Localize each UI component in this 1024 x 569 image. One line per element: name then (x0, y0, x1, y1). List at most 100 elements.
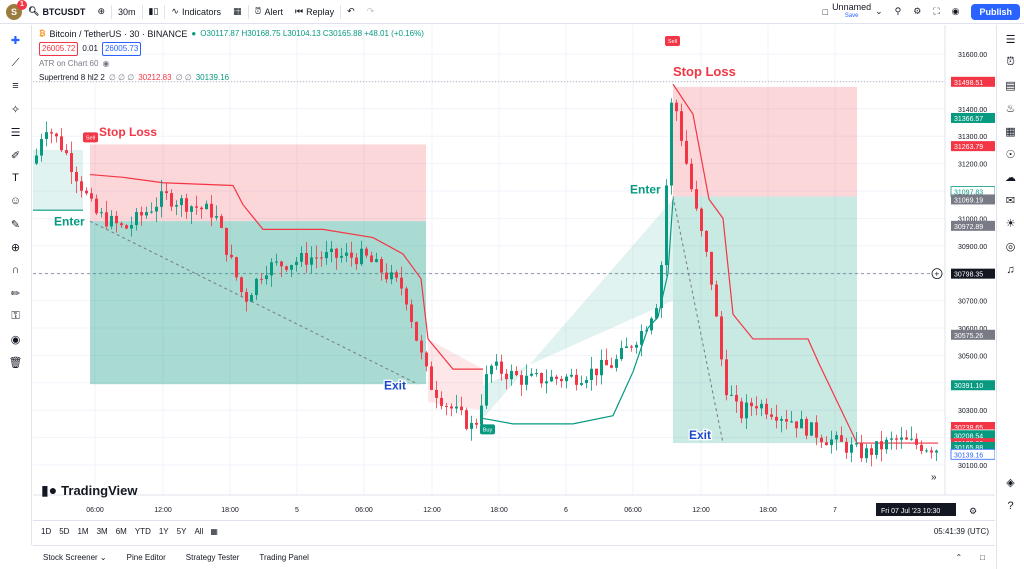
candle-body (385, 272, 388, 280)
candle-body (830, 439, 833, 446)
buy-price-box[interactable]: 26005.73 (101, 42, 142, 56)
range-button-1d[interactable]: 1D (41, 527, 52, 536)
crosshair-icon[interactable]: ✚ (10, 34, 21, 47)
chevron-up-icon[interactable]: ⌃ (955, 553, 963, 562)
snapshot-button[interactable]: ◉ (946, 0, 966, 24)
candle (450, 403, 453, 417)
candle (135, 208, 138, 231)
candle-body (440, 397, 443, 406)
layers-icon[interactable]: ◈ (1006, 477, 1015, 489)
candle-body (320, 257, 323, 259)
candle-body (860, 443, 863, 459)
candle (350, 241, 353, 267)
range-button-5y[interactable]: 5Y (176, 527, 187, 536)
range-button-ytd[interactable]: YTD (134, 527, 151, 536)
sell-price-box[interactable]: 26005.72 (39, 42, 79, 56)
alarm-clock-icon[interactable]: ⏰︎ (1006, 56, 1015, 68)
candle-body (345, 252, 348, 256)
lightbulb-icon[interactable]: ☀ (1005, 218, 1016, 230)
horizontal-lines-icon[interactable]: ≡ (12, 80, 19, 92)
range-button-1m[interactable]: 1M (77, 527, 89, 536)
tradingview-logo[interactable]: ▮● TradingView (41, 482, 138, 498)
pitchfork-icon[interactable]: ✧ (10, 103, 21, 116)
settings-button[interactable]: ⚙ (907, 0, 927, 24)
range-button-3m[interactable]: 3M (96, 527, 108, 536)
replay-button[interactable]: ⏮︎ Replay (295, 6, 335, 17)
supertrend-label[interactable]: Supertrend 8 hl2 2 (39, 73, 105, 82)
templates-button[interactable]: ▦ (227, 0, 248, 24)
emoji-icon[interactable]: ☺ (9, 195, 22, 207)
data-window-icon[interactable]: ▤ (1005, 80, 1016, 92)
trash-icon[interactable]: 🗑︎ (8, 356, 23, 369)
bell-icon[interactable]: ♫ (1006, 263, 1015, 276)
eye-icon[interactable]: ◉ (102, 59, 110, 68)
atr-label[interactable]: ATR on Chart 60 (39, 59, 99, 68)
candle (745, 394, 748, 430)
panel-tab-stock-screener[interactable]: Stock Screener ⌄ (43, 553, 107, 562)
time-tick-label: 6 (564, 507, 568, 514)
utc-clock[interactable]: 05:41:39 (UTC) (933, 527, 989, 536)
compare-button[interactable]: ⊕ (91, 0, 111, 24)
candle (565, 373, 568, 389)
ideas-icon[interactable]: ☉ (1005, 149, 1016, 161)
zoom-in-icon[interactable]: ⊕ (10, 241, 21, 254)
range-button-6m[interactable]: 6M (115, 527, 127, 536)
price-tag-box (951, 329, 995, 340)
help-icon[interactable]: ? (1007, 499, 1014, 512)
range-button-all[interactable]: All (194, 527, 204, 536)
goto-date-icon[interactable]: ▦ (210, 527, 218, 536)
signal-box (480, 424, 495, 435)
candle-body (655, 308, 658, 319)
alert-button[interactable]: ⏰︎ Alert (254, 6, 284, 17)
fib-icon[interactable]: ☰ (10, 126, 21, 139)
trendline-icon[interactable]: ⟋ (11, 56, 20, 69)
calendar-icon[interactable]: ▦ (1005, 126, 1016, 138)
candle (475, 418, 478, 429)
fullscreen-icon: ⛶ (933, 6, 940, 16)
panel-tab-strategy-tester[interactable]: Strategy Tester (185, 553, 240, 562)
candle (610, 357, 613, 369)
candle (785, 410, 788, 430)
candle (225, 227, 228, 262)
streams-icon[interactable]: ☁ (1005, 172, 1016, 184)
symbol-search[interactable]: 🔍︎ BTCUSDT (28, 6, 86, 17)
panel-tab-pine-editor[interactable]: Pine Editor (126, 553, 166, 562)
chart-type-button[interactable]: ▮▯ (143, 0, 165, 24)
maximize-icon[interactable]: □ (980, 553, 985, 562)
range-button-5d[interactable]: 5D (59, 527, 70, 536)
interval-button[interactable]: 30m (117, 6, 136, 17)
ruler-icon[interactable]: ✎ (10, 218, 21, 231)
candle (905, 430, 908, 440)
eye-icon[interactable]: ◉ (10, 333, 21, 346)
user-avatar[interactable]: S 1 (6, 0, 27, 20)
candle (105, 200, 108, 230)
candle-body (495, 361, 498, 366)
panel-tab-trading-panel[interactable]: Trading Panel (259, 553, 309, 562)
price-chart[interactable]: Stop Loss Enter Exit Stop Loss Enter Exit Sell… (33, 25, 995, 520)
magnet-icon[interactable]: ∩ (11, 264, 20, 276)
broadcast-icon[interactable]: ◎ (1005, 241, 1016, 253)
text-icon[interactable]: T (12, 172, 19, 184)
undo-button[interactable]: ↶ (341, 0, 361, 24)
symbol-title[interactable]: Bitcoin / TetherUS · 30 · BINANCE (49, 29, 188, 39)
hotlist-icon[interactable]: ♨ (1005, 103, 1016, 115)
indicators-button[interactable]: ∿ Indicators (171, 6, 221, 17)
candle-body (285, 266, 288, 270)
watchlist-icon[interactable]: ☰ (1005, 34, 1016, 46)
candle-body (785, 419, 788, 422)
layout-button[interactable]: □ Unnamed Save ⌄ (817, 0, 889, 24)
quick-search-button[interactable]: ⚲ (889, 0, 908, 24)
draw-mode-icon[interactable]: ✏ (10, 287, 21, 300)
range-button-1y[interactable]: 1Y (158, 527, 169, 536)
candle-body (245, 292, 248, 302)
brush-icon[interactable]: ✐ (10, 149, 21, 162)
redo-button[interactable]: ↷ (361, 0, 381, 24)
candle (710, 251, 713, 291)
lock-icon[interactable]: ⚿ (11, 309, 20, 322)
candle (820, 434, 823, 449)
publish-button[interactable]: Publish (971, 3, 1020, 20)
fullscreen-button[interactable]: ⛶ (927, 0, 945, 24)
candle (160, 179, 163, 218)
candle (315, 245, 318, 269)
chat-icon[interactable]: ✉ (1005, 195, 1016, 207)
